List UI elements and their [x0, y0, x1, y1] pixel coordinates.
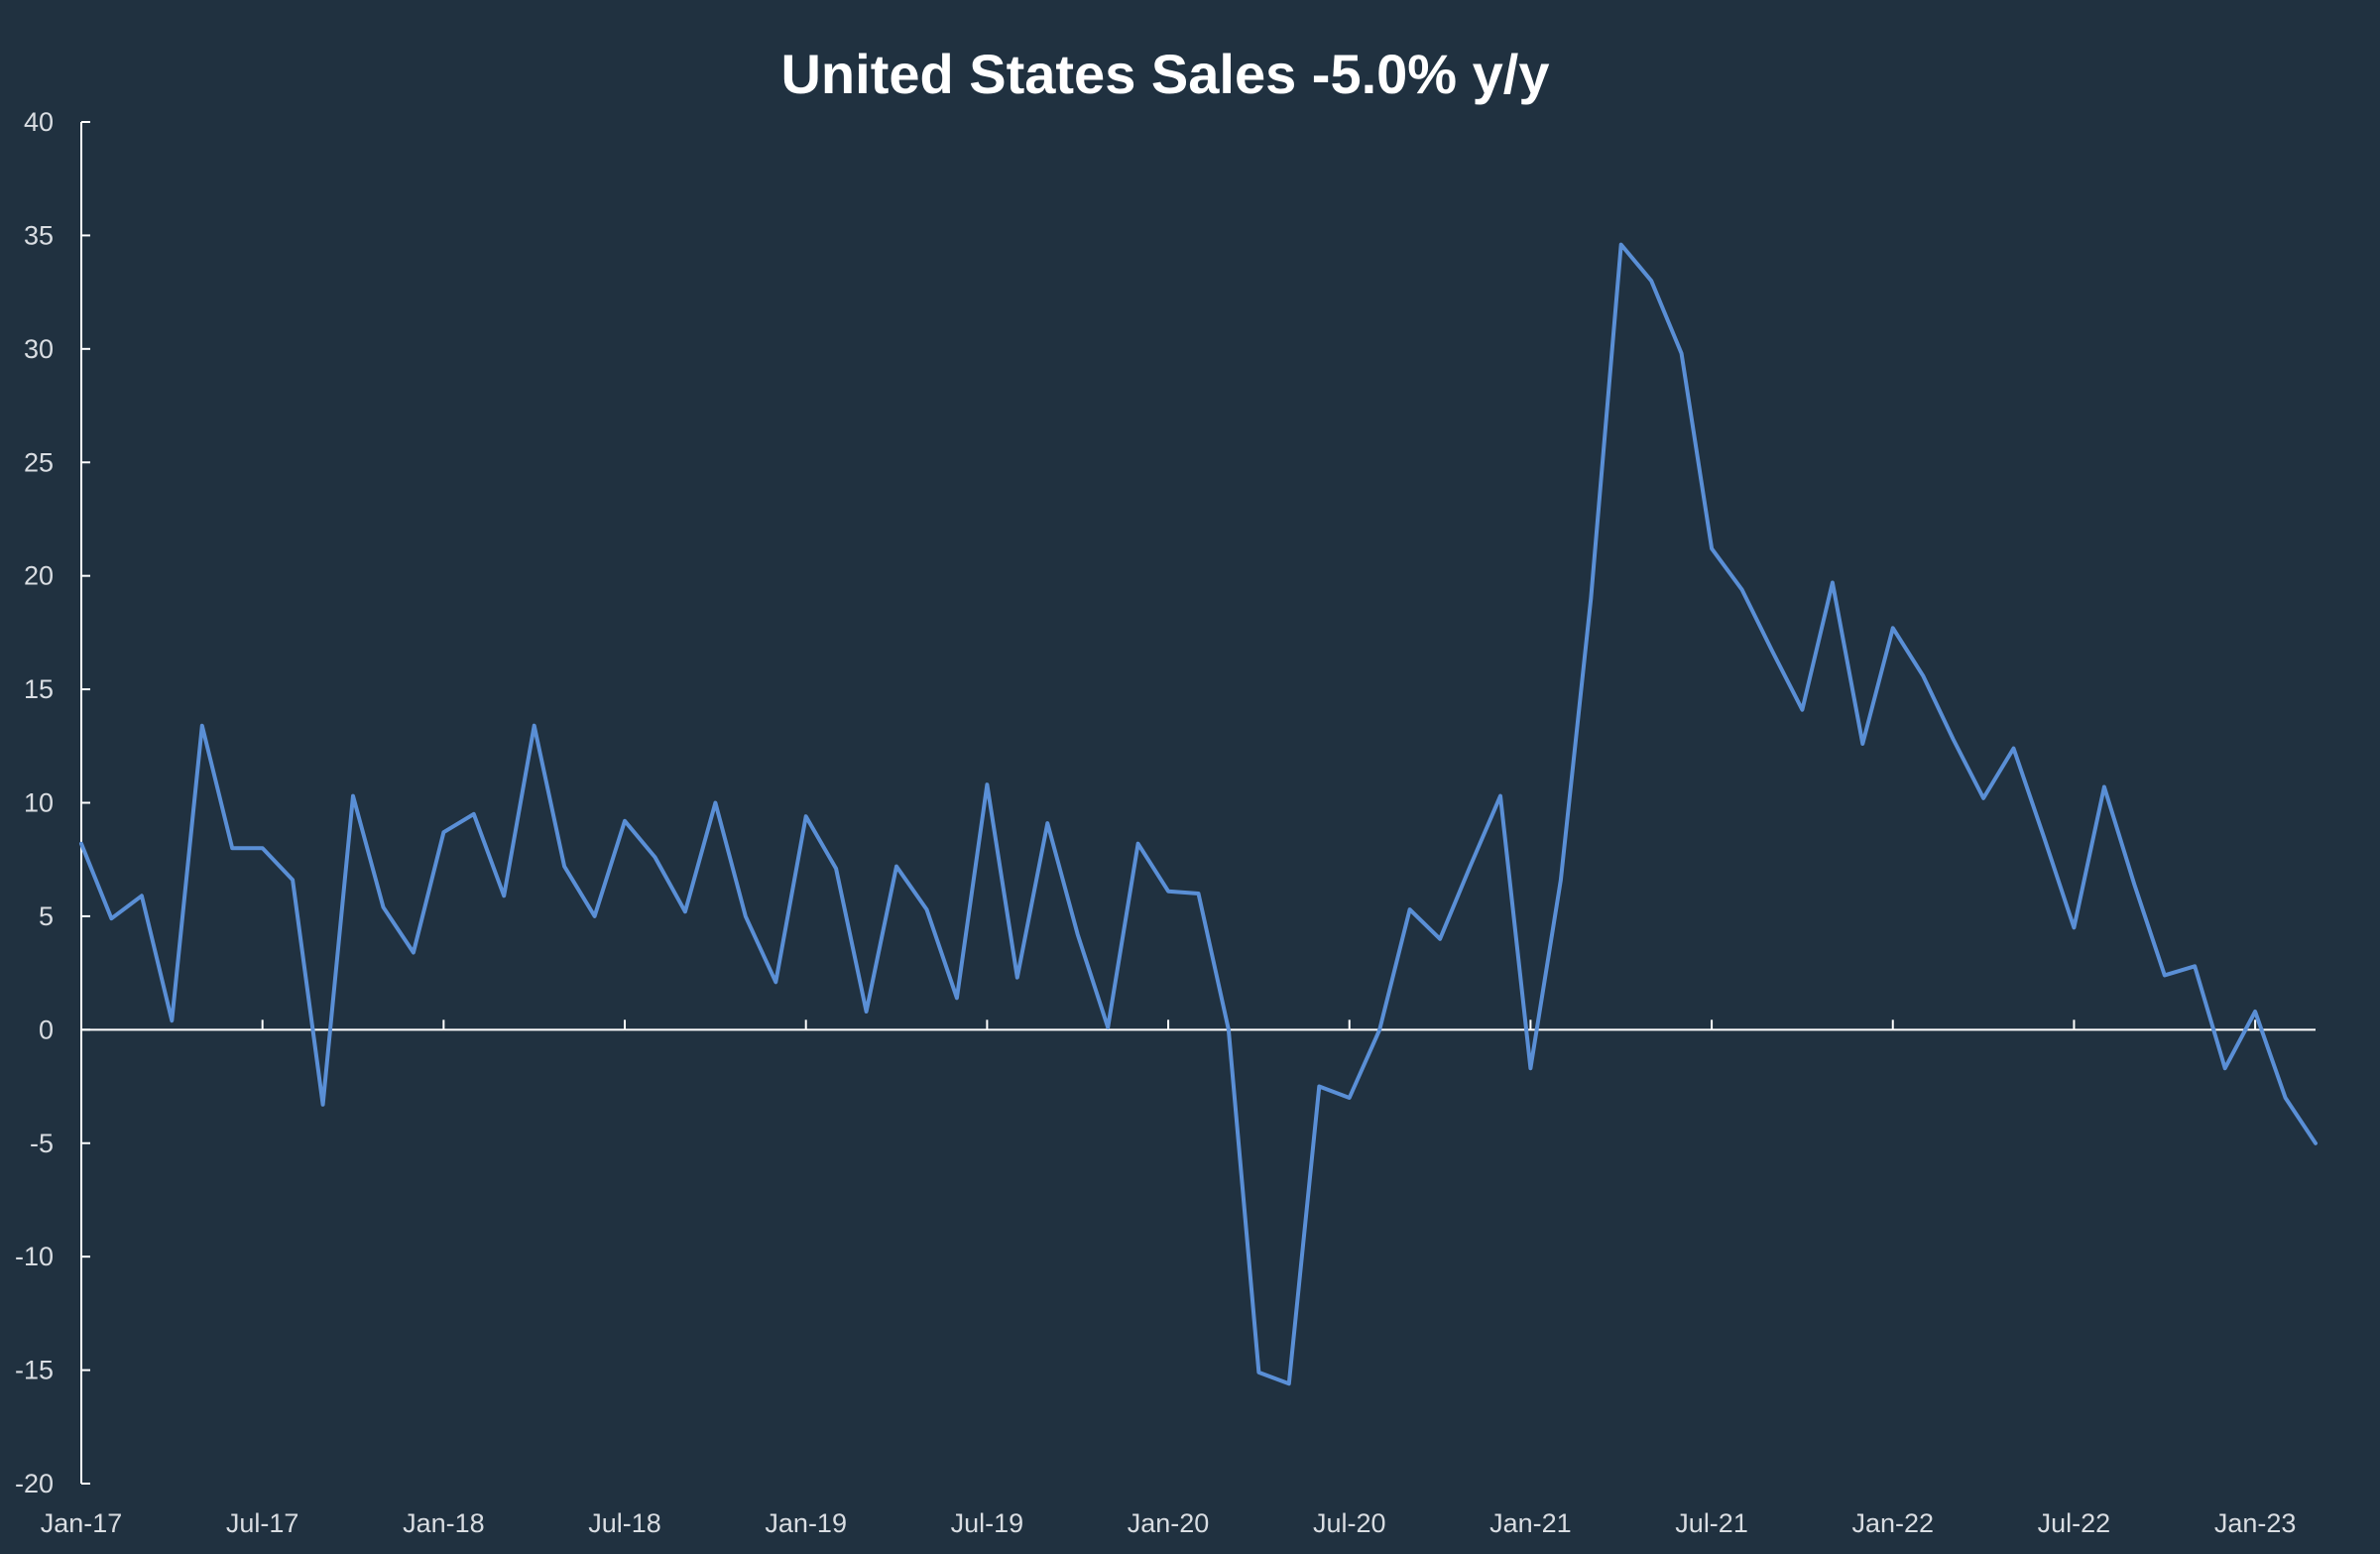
y-tick-label: 15 [24, 674, 54, 704]
series-group [79, 242, 2318, 1386]
x-tick-label: Jul-19 [951, 1508, 1024, 1538]
y-axis: 40 35 30 25 20 15 10 5 0 -5 -10 -15 -20 [15, 107, 90, 1498]
y-tick-label: 0 [39, 1015, 54, 1044]
x-tick-label: Jul-22 [2038, 1508, 2111, 1538]
x-tick-label: Jul-21 [1675, 1508, 1748, 1538]
y-tick-label: 10 [24, 788, 54, 818]
x-axis: Jan-17 Jul-17 Jan-18 Jul-18 Jan-19 Jul-19 Jan-… [41, 1019, 2316, 1538]
y-tick-label: -15 [15, 1356, 54, 1385]
y-tick-label: 30 [24, 334, 54, 364]
x-tick-label: Jan-18 [403, 1508, 485, 1538]
y-tick-label: -10 [15, 1242, 54, 1271]
y-tick-label: 35 [24, 220, 54, 250]
x-tick-label: Jul-18 [588, 1508, 661, 1538]
y-tick-label: -5 [30, 1129, 54, 1158]
y-tick-label: 25 [24, 447, 54, 477]
x-tick-label: Jan-22 [1851, 1508, 1934, 1538]
series-line [79, 242, 2318, 1386]
y-tick-label: 5 [39, 901, 54, 931]
y-tick-label: -20 [15, 1469, 54, 1498]
x-tick-label: Jul-17 [226, 1508, 299, 1538]
x-tick-label: Jan-17 [41, 1508, 123, 1538]
x-tick-label: Jan-23 [2214, 1508, 2297, 1538]
y-tick-label: 40 [24, 107, 54, 137]
y-tick-label: 20 [24, 561, 54, 591]
chart-title: United States Sales -5.0% y/y [780, 43, 1550, 105]
x-tick-label: Jan-21 [1489, 1508, 1572, 1538]
x-tick-label: Jan-19 [765, 1508, 847, 1538]
x-tick-label: Jul-20 [1313, 1508, 1386, 1538]
x-tick-label: Jan-20 [1128, 1508, 1210, 1538]
